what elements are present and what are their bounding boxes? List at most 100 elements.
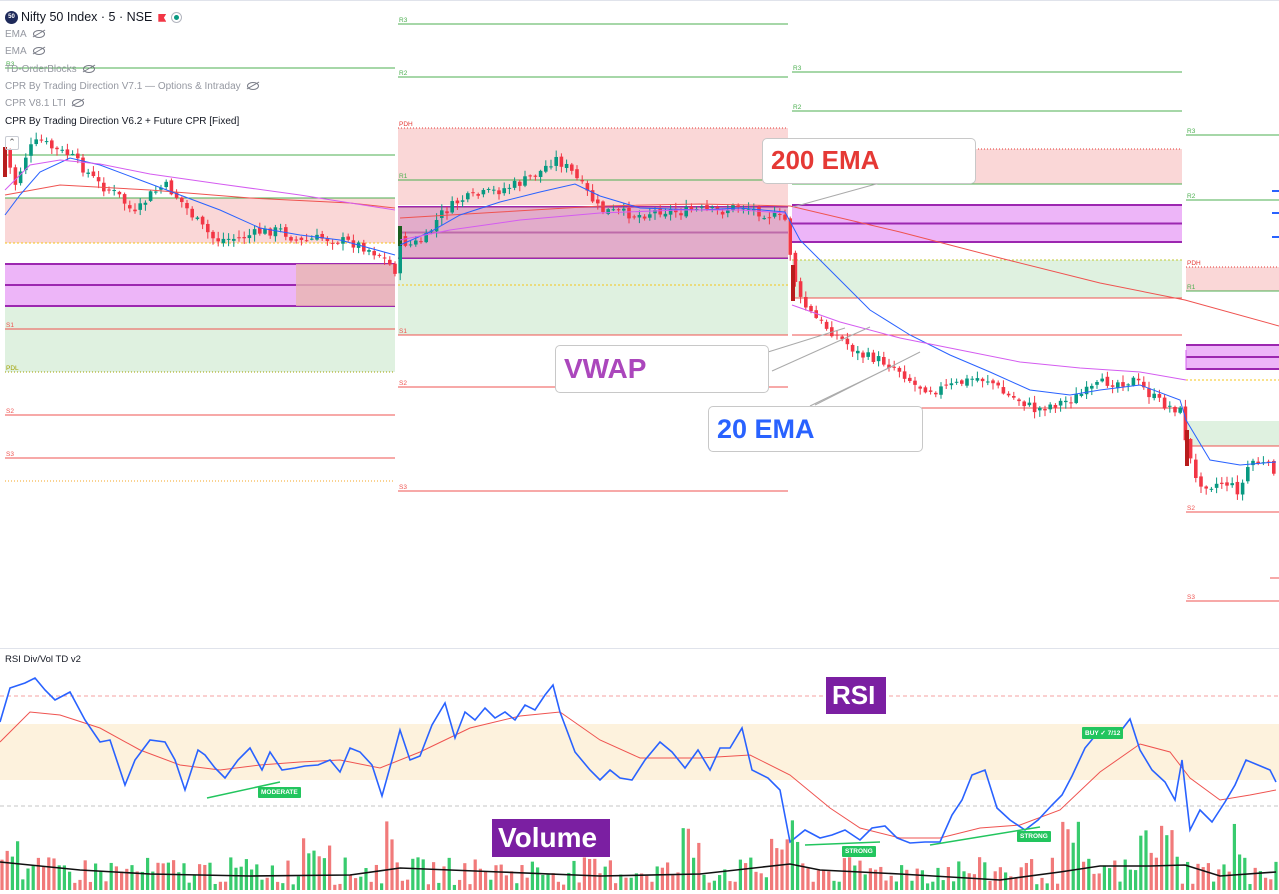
indicator-row[interactable]: EMA	[5, 27, 45, 43]
volume-ma-line	[0, 861, 1277, 881]
pdh-zone	[1186, 267, 1279, 291]
eye-hidden-icon[interactable]	[71, 99, 84, 108]
candle-body	[585, 183, 590, 191]
candle-body	[882, 356, 886, 365]
volume-bar	[582, 857, 586, 890]
eye-hidden-icon[interactable]	[32, 47, 45, 56]
eye-hidden-icon[interactable]	[246, 82, 259, 91]
candle-body	[986, 381, 990, 383]
volume-bar	[718, 875, 722, 890]
candle-body	[570, 164, 574, 171]
volume-bar	[577, 882, 581, 890]
candle-body	[1053, 404, 1058, 408]
candle-body	[918, 386, 922, 389]
candle-body	[793, 252, 798, 282]
volume-bar	[931, 881, 935, 890]
candle-body	[122, 194, 127, 204]
chevron-up-icon[interactable]: ⌃	[5, 136, 19, 150]
volume-bar	[1258, 871, 1262, 890]
volume-bar	[333, 884, 337, 890]
volume-bar	[296, 876, 300, 890]
candle-body	[1147, 388, 1151, 398]
candle-body	[268, 228, 272, 236]
candle-body	[304, 240, 309, 242]
candle-body	[388, 259, 392, 265]
nifty-logo: 50	[5, 11, 18, 25]
candle-body	[1006, 393, 1011, 396]
indicator-row[interactable]: CPR By Trading Direction V7.1 — Options …	[5, 79, 259, 95]
volume-bar	[270, 865, 274, 890]
candle-body	[824, 321, 829, 329]
candle-body	[934, 392, 938, 395]
volume-bar	[1144, 830, 1148, 890]
ema20-line	[4, 157, 396, 256]
candle-body	[377, 254, 382, 256]
volume-bar	[151, 871, 155, 890]
indicator-row[interactable]: CPR V8.1 LTI	[5, 96, 84, 112]
collapse-legend[interactable]: ⌃	[5, 134, 19, 150]
volume-bar	[177, 872, 181, 890]
candle-body	[96, 177, 101, 182]
volume-bar	[47, 857, 51, 890]
candle-body	[965, 378, 969, 386]
candle-body	[767, 217, 772, 219]
candle-body	[1121, 382, 1125, 387]
volume-bar	[354, 878, 358, 890]
pdh-overlap	[296, 264, 395, 306]
candle-body	[1204, 486, 1208, 489]
eye-hidden-icon[interactable]	[32, 30, 45, 39]
candle-body	[1251, 460, 1255, 466]
volume-bar	[806, 868, 810, 890]
volume-bar	[359, 876, 363, 890]
candle-body	[512, 180, 517, 188]
candle-body	[970, 378, 974, 380]
volume-bar	[660, 867, 664, 890]
volume-bar	[1030, 859, 1034, 890]
candle-body	[221, 238, 226, 244]
candle-body	[382, 257, 387, 259]
candle-body	[1173, 406, 1177, 413]
volume-bar	[556, 881, 560, 890]
level-label: S1	[6, 322, 14, 329]
candle-body	[13, 167, 18, 185]
candle-body	[29, 144, 33, 156]
volume-bar	[203, 864, 207, 890]
level-label: R2	[399, 70, 408, 77]
volume-bar	[395, 862, 399, 890]
volume-bar	[1045, 883, 1049, 890]
candle-body	[1209, 488, 1214, 490]
volume-bar	[801, 863, 805, 890]
indicator-row[interactable]: TD-OrderBlocks	[5, 62, 95, 78]
candle-body	[544, 165, 548, 172]
eye-hidden-icon[interactable]	[82, 65, 95, 74]
volume-bar	[978, 857, 982, 890]
candle-body	[226, 238, 231, 240]
volume-bar	[702, 874, 706, 890]
candle-body	[128, 205, 132, 209]
flag-icon[interactable]	[158, 13, 167, 22]
candle-body	[310, 238, 314, 240]
volume-bar	[369, 881, 373, 890]
symbol-row[interactable]: 50 Nifty 50 Index · 5 · NSE	[5, 9, 183, 25]
level-label: R3	[1187, 128, 1196, 135]
candle-body	[336, 242, 340, 244]
candle-body	[980, 378, 985, 382]
candle-body	[788, 218, 792, 255]
volume-bar	[10, 856, 14, 890]
indicator-row[interactable]: EMA	[5, 44, 45, 60]
candle-body	[1043, 408, 1047, 411]
volume-bar	[1206, 863, 1210, 890]
candle-body	[590, 190, 595, 202]
candle-body	[393, 263, 397, 274]
candle-body	[939, 386, 943, 395]
candle-body	[866, 352, 870, 357]
candle-body	[1183, 406, 1188, 441]
signal-moderate: MODERATE	[258, 787, 301, 798]
candle-body	[684, 206, 688, 217]
indicator-row[interactable]: CPR By Trading Direction V6.2 + Future C…	[5, 114, 239, 130]
volume-bar	[499, 864, 503, 890]
candle-body	[65, 149, 70, 156]
volume-bar	[972, 874, 976, 890]
level-label: S2	[1187, 505, 1195, 512]
